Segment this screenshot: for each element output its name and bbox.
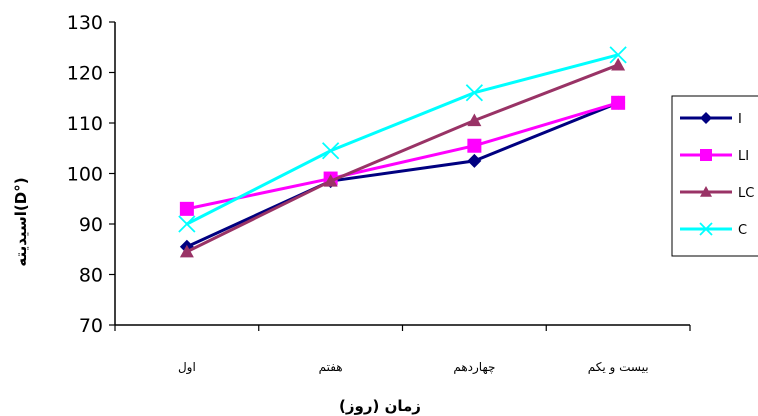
series-line [186,101,619,211]
legend-label: LC [738,186,754,201]
legend-item-lc: LC [680,186,754,201]
x-tick-label: اول [178,360,196,375]
series-layer [178,46,627,258]
data-point [179,201,194,216]
data-point [465,84,484,102]
marker-stroke [465,84,484,102]
legend-item-li: LI [680,149,749,164]
x-axis-title: زمان (روز) [339,397,421,415]
legend-item-i: I [680,112,742,127]
data-point [467,138,482,153]
x-axis-ticks: اول هفتم چهاردهم بیست و یکم [114,325,691,375]
data-point [611,57,626,71]
legend-marker [700,112,712,124]
y-tick-label: 70 [79,315,103,337]
data-point [323,174,338,187]
legend-marker [700,186,712,197]
y-tick-label: 100 [67,164,103,186]
data-point [611,95,626,110]
legend: I LI LC C [671,95,758,257]
y-axis-ticks: 70 80 90 100 110 120 130 [67,12,115,337]
series-c [178,46,627,233]
data-point [609,46,627,64]
legend-label: C [738,223,747,238]
marker-stroke [699,222,713,236]
y-tick-label: 110 [67,113,103,135]
axes [114,22,690,326]
x-tick-label: چهاردهم [453,360,495,375]
y-tick-label: 120 [67,63,103,85]
data-point [467,153,482,168]
marker-stroke [321,142,340,160]
data-point [321,142,340,160]
marker-stroke [178,215,196,233]
x-tick-label: بیست و یکم [588,360,649,375]
data-point [178,215,196,233]
y-axis-title: اسیدیته(D°) [12,177,30,266]
series-line [186,63,619,254]
series-line [186,101,619,249]
legend-label: LI [738,149,749,164]
series-li [179,95,626,216]
data-point [179,244,194,258]
y-tick-label: 80 [79,265,103,287]
legend-marker [699,222,713,236]
legend-item-c: C [680,222,747,238]
x-tick-label: هفتم [319,360,343,374]
y-tick-label: 90 [79,214,103,236]
legend-label: I [738,112,742,127]
data-point [467,113,482,127]
series-lc [179,57,626,258]
marker-stroke [609,46,627,64]
legend-marker [700,149,712,161]
series-line [186,53,619,226]
y-tick-label: 130 [67,12,103,34]
